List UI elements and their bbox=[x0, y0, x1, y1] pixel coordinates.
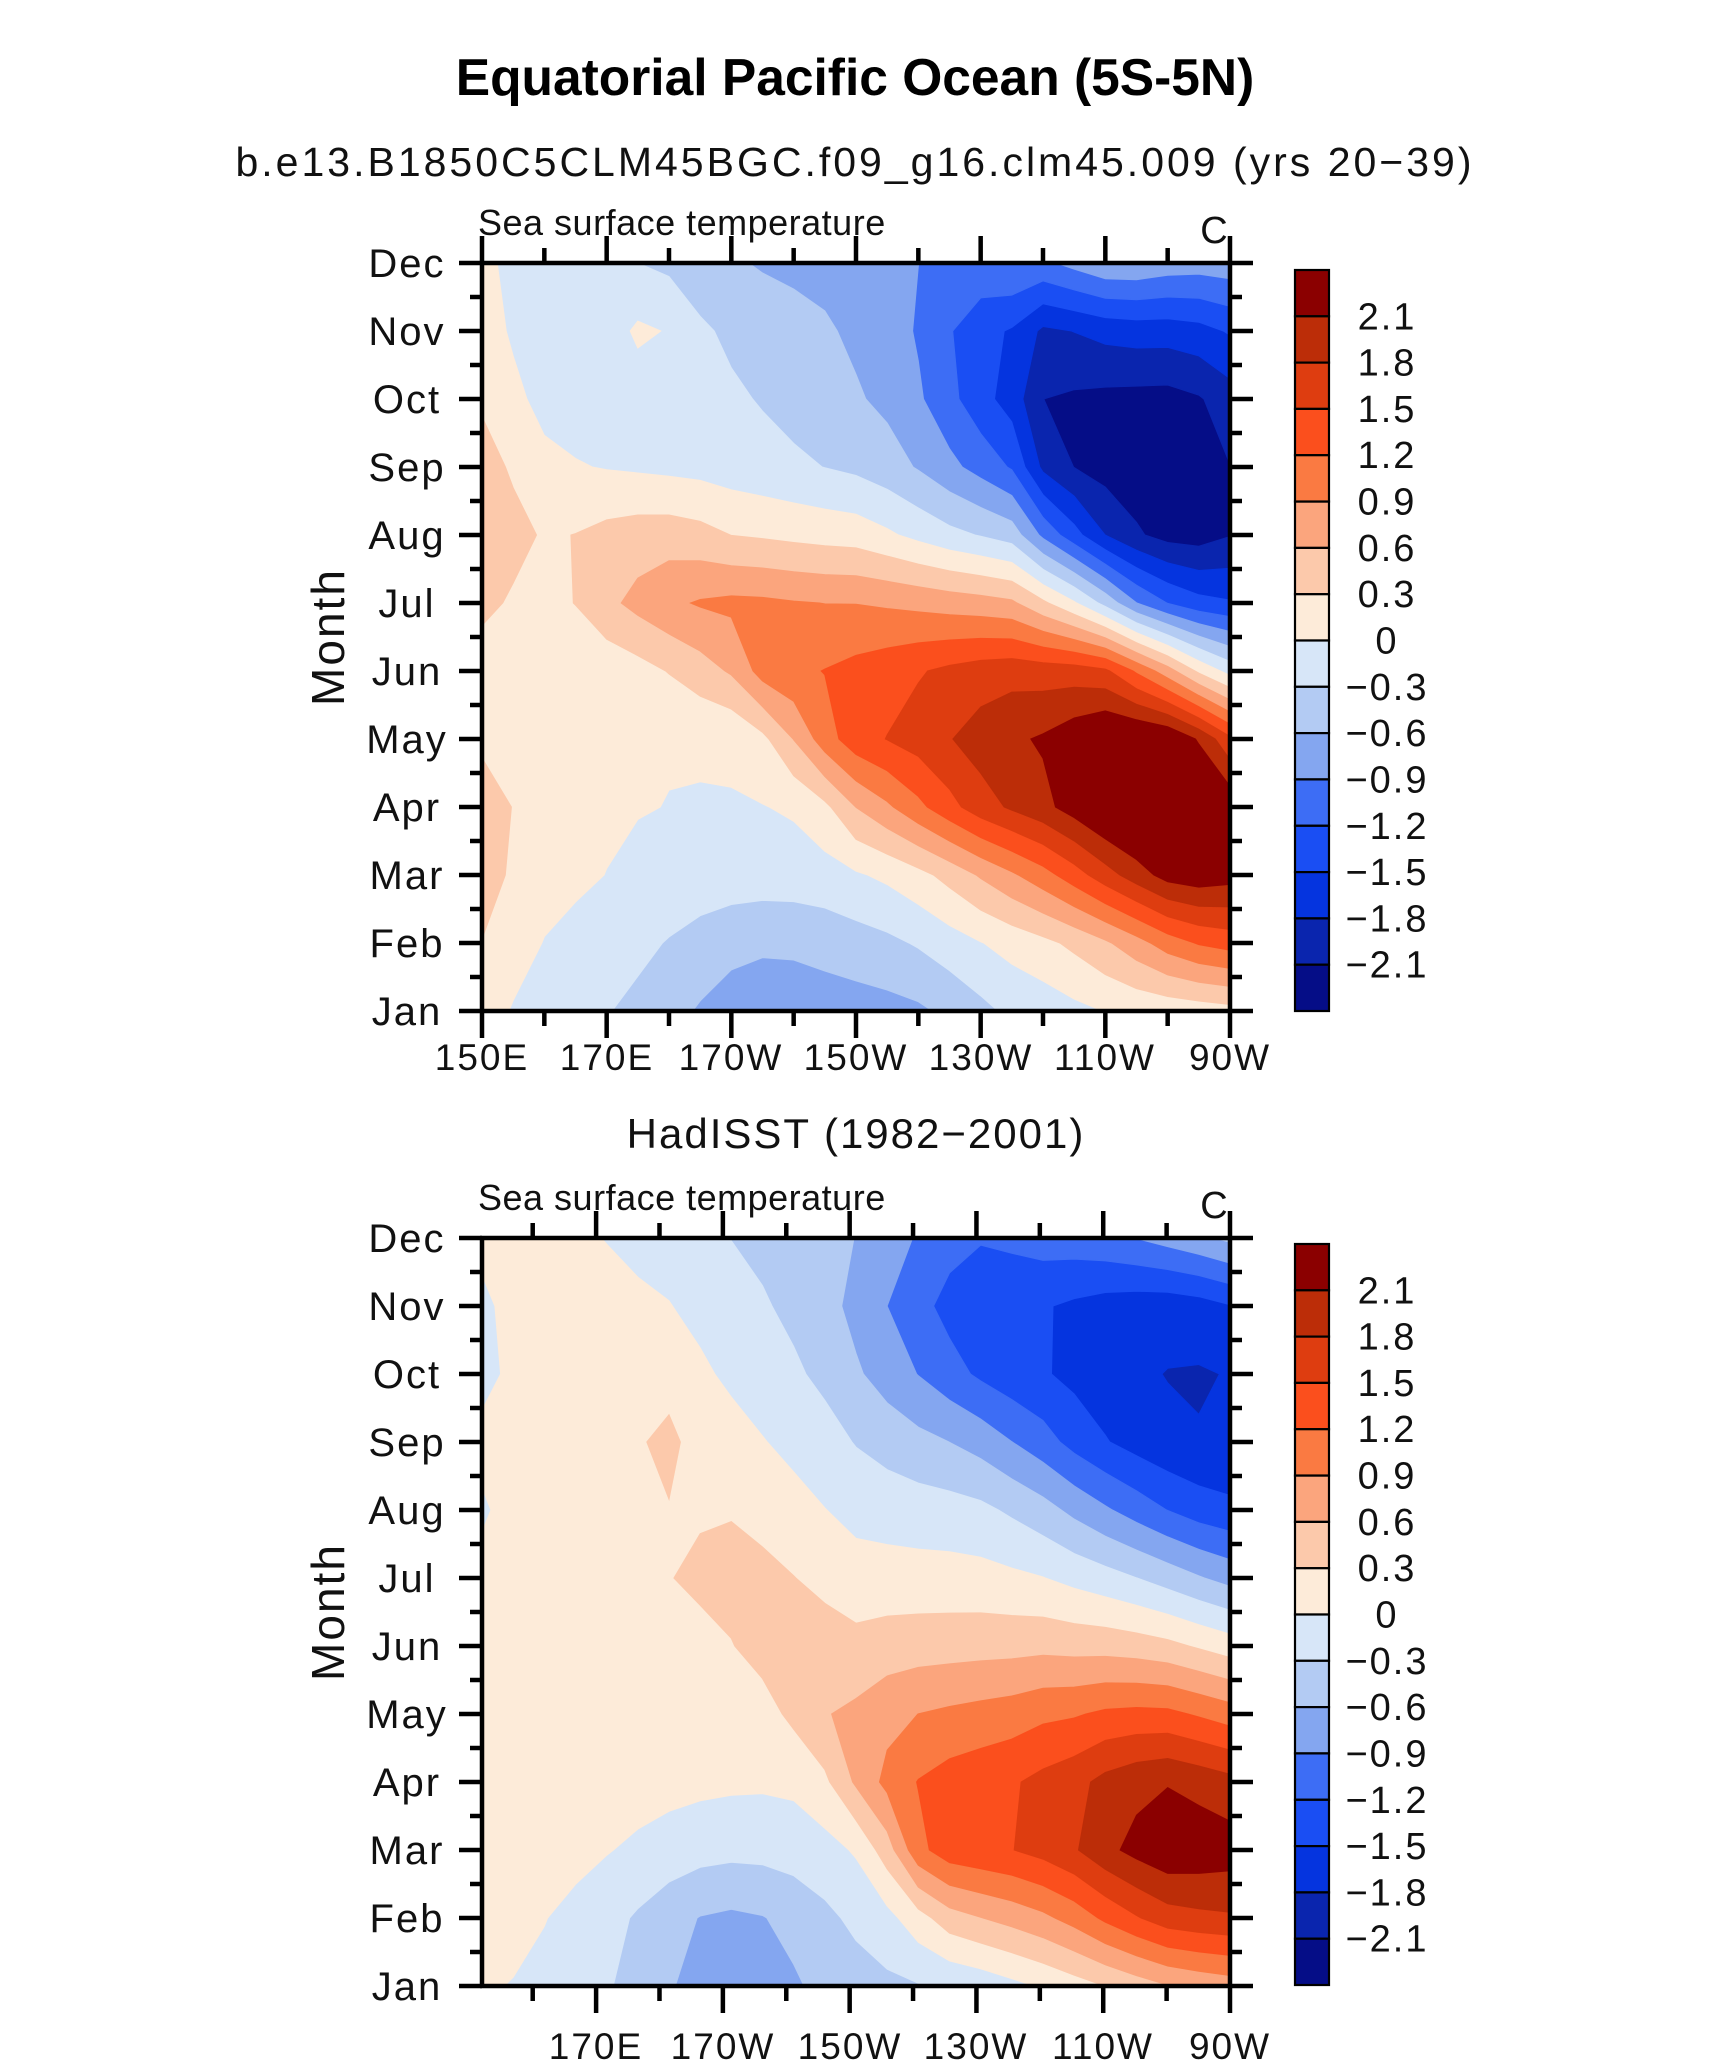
svg-text:Jul: Jul bbox=[378, 582, 435, 626]
svg-text:Oct: Oct bbox=[373, 1353, 441, 1397]
svg-text:1.5: 1.5 bbox=[1358, 389, 1417, 431]
svg-text:Aug: Aug bbox=[368, 1489, 445, 1533]
svg-text:Apr: Apr bbox=[373, 786, 441, 830]
svg-text:Sea surface temperature: Sea surface temperature bbox=[478, 202, 886, 243]
svg-text:1.5: 1.5 bbox=[1358, 1363, 1417, 1405]
svg-text:−1.2: −1.2 bbox=[1345, 1780, 1428, 1822]
svg-text:Jan: Jan bbox=[372, 1965, 443, 2009]
svg-text:2.1: 2.1 bbox=[1358, 1270, 1417, 1312]
svg-text:150E: 150E bbox=[435, 1037, 529, 1078]
svg-text:90W: 90W bbox=[1189, 2026, 1271, 2062]
svg-text:−1.8: −1.8 bbox=[1345, 898, 1428, 940]
svg-text:May: May bbox=[366, 1693, 448, 1737]
svg-text:−0.3: −0.3 bbox=[1345, 1641, 1428, 1683]
svg-text:Dec: Dec bbox=[368, 1217, 445, 1261]
svg-text:Month: Month bbox=[302, 568, 354, 706]
svg-text:Mar: Mar bbox=[370, 854, 445, 898]
svg-text:Jun: Jun bbox=[372, 1625, 443, 1669]
svg-text:−0.9: −0.9 bbox=[1345, 759, 1428, 801]
svg-text:0.6: 0.6 bbox=[1358, 528, 1417, 570]
svg-text:130W: 130W bbox=[924, 2026, 1029, 2062]
svg-text:−1.5: −1.5 bbox=[1345, 852, 1428, 894]
svg-text:0: 0 bbox=[1375, 1595, 1398, 1637]
svg-text:0: 0 bbox=[1375, 621, 1398, 663]
svg-text:0.3: 0.3 bbox=[1358, 1548, 1417, 1590]
svg-text:−0.9: −0.9 bbox=[1345, 1733, 1428, 1775]
svg-text:−0.3: −0.3 bbox=[1345, 667, 1428, 709]
svg-text:Mar: Mar bbox=[370, 1829, 445, 1873]
svg-text:Feb: Feb bbox=[370, 922, 445, 966]
svg-text:Feb: Feb bbox=[370, 1897, 445, 1941]
svg-text:Nov: Nov bbox=[368, 1285, 445, 1329]
svg-text:HadISST (1982−2001): HadISST (1982−2001) bbox=[627, 1110, 1086, 1157]
svg-text:1.8: 1.8 bbox=[1358, 1317, 1417, 1359]
svg-text:−1.2: −1.2 bbox=[1345, 806, 1428, 848]
svg-text:Dec: Dec bbox=[368, 242, 445, 286]
svg-text:Month: Month bbox=[302, 1543, 354, 1681]
svg-text:0.9: 0.9 bbox=[1358, 482, 1417, 524]
svg-text:170W: 170W bbox=[679, 1037, 784, 1078]
svg-text:0.9: 0.9 bbox=[1358, 1456, 1417, 1498]
svg-text:b.e13.B1850C5CLM45BGC.f09_g16.: b.e13.B1850C5CLM45BGC.f09_g16.clm45.009 … bbox=[235, 139, 1474, 185]
svg-text:−0.6: −0.6 bbox=[1345, 1687, 1428, 1729]
svg-text:150W: 150W bbox=[798, 2026, 903, 2062]
svg-text:Jul: Jul bbox=[378, 1557, 435, 1601]
svg-text:−2.1: −2.1 bbox=[1345, 1919, 1428, 1961]
svg-text:1.2: 1.2 bbox=[1358, 1409, 1417, 1451]
svg-text:Nov: Nov bbox=[368, 310, 445, 354]
svg-text:1.2: 1.2 bbox=[1358, 435, 1417, 477]
svg-text:Sep: Sep bbox=[368, 1421, 445, 1465]
svg-text:Apr: Apr bbox=[373, 1761, 441, 1805]
svg-text:−0.6: −0.6 bbox=[1345, 713, 1428, 755]
svg-text:170E: 170E bbox=[560, 1037, 654, 1078]
svg-text:−2.1: −2.1 bbox=[1345, 945, 1428, 987]
svg-text:90W: 90W bbox=[1189, 1037, 1271, 1078]
svg-text:2.1: 2.1 bbox=[1358, 296, 1417, 338]
svg-text:1.8: 1.8 bbox=[1358, 343, 1417, 385]
svg-text:150W: 150W bbox=[804, 1037, 909, 1078]
svg-text:−1.5: −1.5 bbox=[1345, 1826, 1428, 1868]
svg-text:C: C bbox=[1200, 210, 1229, 252]
svg-text:May: May bbox=[366, 718, 448, 762]
svg-text:170E: 170E bbox=[549, 2026, 643, 2062]
svg-text:0.6: 0.6 bbox=[1358, 1502, 1417, 1544]
svg-text:Jan: Jan bbox=[372, 990, 443, 1034]
svg-text:Sep: Sep bbox=[368, 446, 445, 490]
svg-text:Equatorial Pacific Ocean (5S-5: Equatorial Pacific Ocean (5S-5N) bbox=[456, 48, 1255, 106]
svg-text:Oct: Oct bbox=[373, 378, 441, 422]
svg-text:C: C bbox=[1200, 1185, 1229, 1227]
svg-text:Jun: Jun bbox=[372, 650, 443, 694]
svg-text:130W: 130W bbox=[929, 1037, 1034, 1078]
svg-text:Sea surface temperature: Sea surface temperature bbox=[478, 1177, 886, 1218]
svg-text:Aug: Aug bbox=[368, 514, 445, 558]
svg-text:110W: 110W bbox=[1054, 1037, 1156, 1078]
svg-text:0.3: 0.3 bbox=[1358, 574, 1417, 616]
svg-text:170W: 170W bbox=[671, 2026, 776, 2062]
svg-text:−1.8: −1.8 bbox=[1345, 1872, 1428, 1914]
svg-text:110W: 110W bbox=[1052, 2026, 1154, 2062]
